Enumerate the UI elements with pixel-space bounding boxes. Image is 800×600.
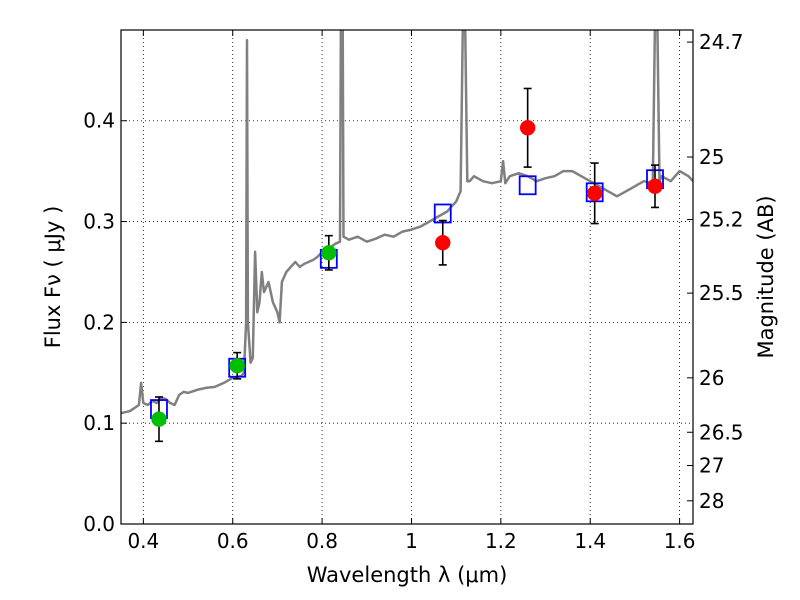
- right-tick-label: 28: [699, 489, 724, 513]
- y-tick-label: 0.4: [83, 109, 115, 133]
- right-tick-label: 24.7: [699, 30, 744, 54]
- grid-lines: [121, 30, 693, 524]
- x-tick-label: 1.6: [664, 529, 696, 553]
- x-tick-label: 1.2: [485, 529, 517, 553]
- spectrum-line: [121, 30, 693, 415]
- photometry-point: [586, 185, 603, 202]
- y-tick-label: 0.2: [83, 310, 115, 334]
- photometry-point: [151, 411, 167, 427]
- photometry-point: [435, 234, 451, 251]
- x-tick-label: 1.4: [574, 529, 606, 553]
- right-tick-label: 25.5: [699, 281, 744, 305]
- y-tick-label: 0.1: [83, 411, 115, 435]
- axis-ticks: 0.4 0.6 0.8 1 1.2 1.4 1.6 0.0 0.1 0.2 0.3 0.4 24.7 25…: [83, 30, 744, 553]
- photometry-point: [229, 357, 245, 374]
- x-tick-label: 0.8: [306, 529, 338, 553]
- right-tick-label: 26.5: [699, 420, 744, 444]
- x-tick-label: 0.6: [217, 529, 249, 553]
- photometry-markers: [150, 87, 664, 443]
- x-tick-label: 0.4: [127, 529, 159, 553]
- right-tick-label: 25.2: [699, 208, 744, 232]
- right-tick-label: 26: [699, 366, 724, 390]
- y-axis-label: Flux Fν ( μJy ): [41, 206, 65, 349]
- photometry-point: [519, 120, 536, 136]
- photometry-point: [321, 245, 337, 261]
- y-axis-right-label: Magnitude (AB): [754, 195, 778, 358]
- model-photometry-square: [518, 175, 537, 196]
- photometry-point: [647, 178, 663, 195]
- x-tick-label: 1: [405, 529, 418, 553]
- plot-frame: [120, 29, 694, 525]
- y-tick-label: 0.3: [83, 210, 115, 234]
- spectrum-series: [121, 30, 693, 415]
- right-tick-label: 25: [699, 145, 724, 169]
- right-tick-label: 27: [699, 454, 724, 478]
- y-tick-label: 0.0: [83, 512, 115, 536]
- x-axis-label: Wavelength λ (μm): [307, 563, 508, 587]
